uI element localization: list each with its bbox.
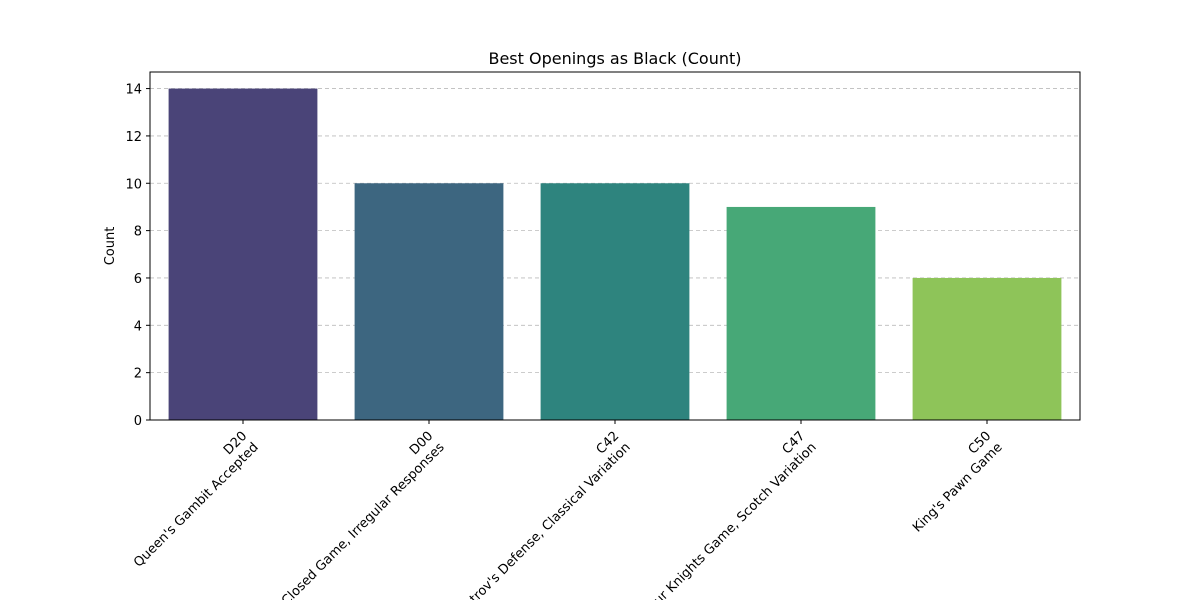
y-tick-label: 12 xyxy=(125,130,142,145)
y-tick-label: 6 xyxy=(134,272,142,287)
y-tick-label: 14 xyxy=(125,83,142,98)
bar xyxy=(540,183,690,420)
y-axis-label: Count xyxy=(103,227,118,266)
y-tick-label: 8 xyxy=(134,225,142,240)
y-tick-label: 4 xyxy=(134,319,142,334)
bar xyxy=(912,277,1062,420)
chart-title: Best Openings as Black (Count) xyxy=(488,49,741,68)
y-tick-label: 2 xyxy=(134,367,142,382)
bar xyxy=(354,183,504,420)
bar xyxy=(726,206,876,420)
y-tick-label: 10 xyxy=(125,177,142,192)
y-tick-label: 0 xyxy=(134,414,142,429)
bar xyxy=(168,88,318,421)
plot-frame xyxy=(149,71,1081,421)
